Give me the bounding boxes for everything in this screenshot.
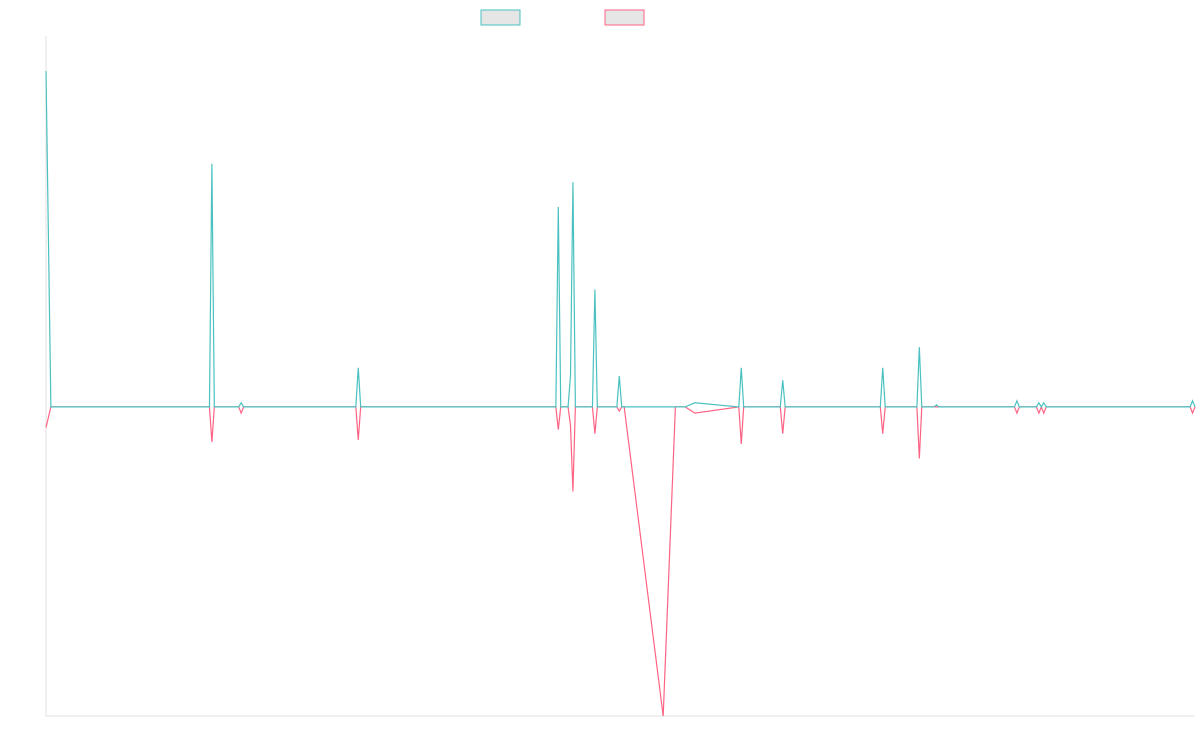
series-line-2 — [45, 405, 1196, 717]
series-lines — [45, 71, 1196, 717]
series-line-1 — [45, 71, 1196, 409]
legend-swatch-2[interactable] — [604, 9, 645, 26]
axes — [45, 36, 1195, 717]
legend-swatch-1[interactable] — [480, 9, 521, 26]
legend — [480, 9, 645, 26]
